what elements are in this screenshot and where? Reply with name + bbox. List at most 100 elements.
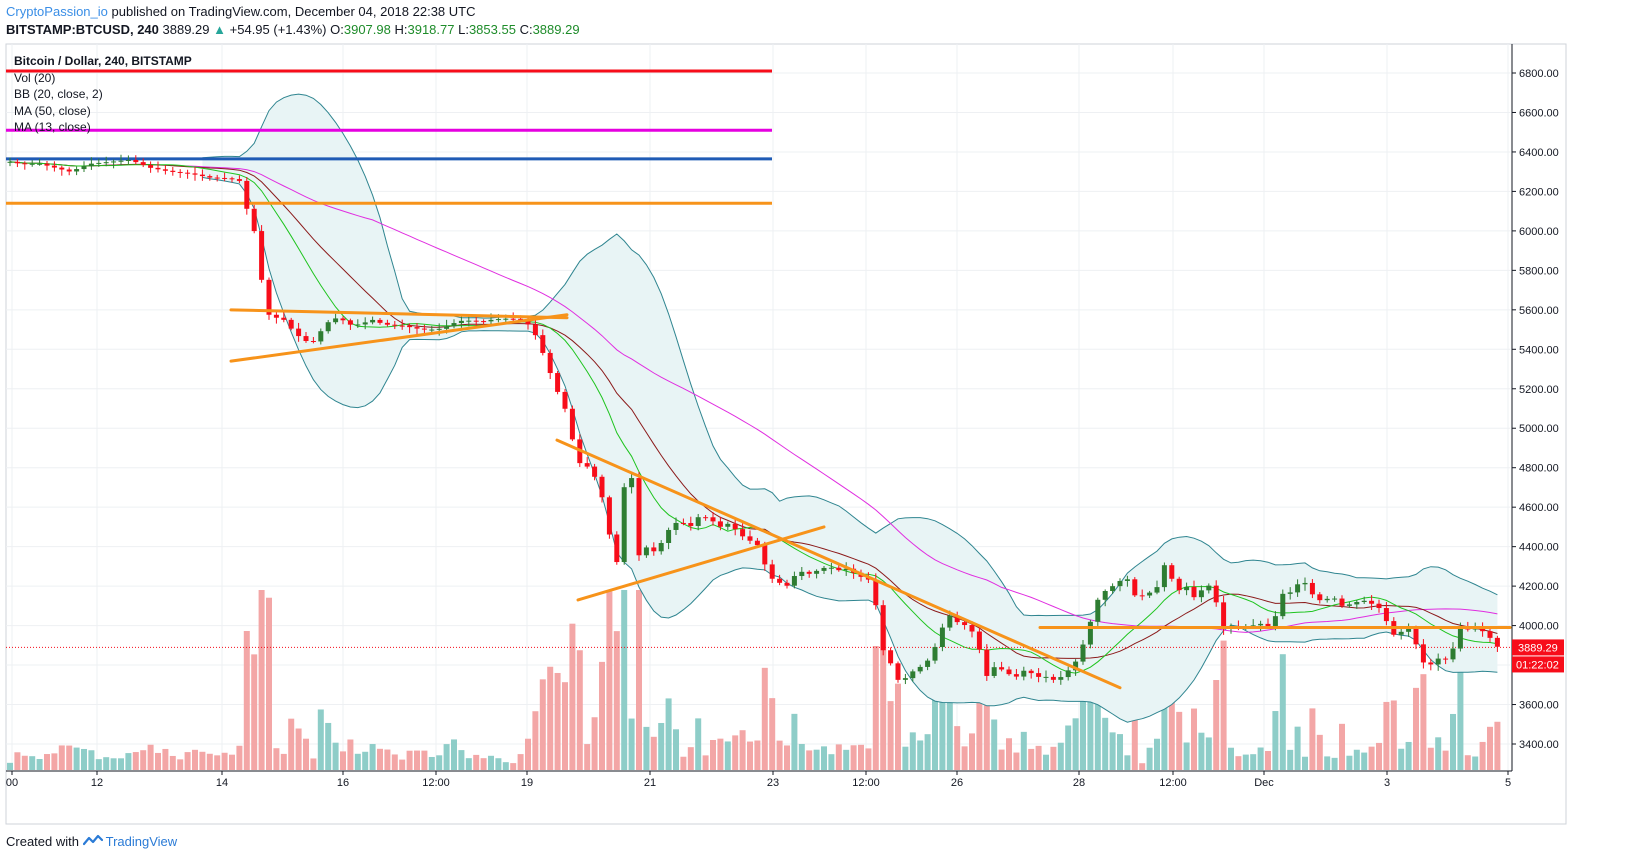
candle-body <box>532 324 538 336</box>
volume-bar <box>303 738 309 770</box>
candle-body <box>229 178 235 180</box>
candle-body <box>207 176 213 178</box>
volume-bar <box>1279 654 1286 770</box>
candle-body <box>1065 670 1071 678</box>
volume-bar <box>58 745 65 770</box>
volume-bar <box>547 666 554 770</box>
price-change: +54.95 (+1.43%) <box>229 22 327 37</box>
volume-bar <box>29 756 36 770</box>
volume-bar <box>1413 687 1419 770</box>
candle-body <box>1280 593 1286 617</box>
candle-body <box>754 540 760 546</box>
volume-bar <box>643 726 650 770</box>
candle-body <box>1028 670 1034 674</box>
volume-bar <box>1028 748 1035 770</box>
legend-bollinger[interactable]: BB (20, close, 2) <box>14 87 103 101</box>
volume-bar <box>140 750 147 770</box>
volume-bar <box>1235 756 1242 770</box>
volume-bar <box>584 744 591 770</box>
volume-bar <box>747 741 753 770</box>
volume-bar <box>1109 732 1116 770</box>
time-tick-label: 00 <box>6 777 18 789</box>
candle-body <box>473 320 479 322</box>
countdown-label: 01:22:02 <box>1516 659 1559 671</box>
candle-body <box>37 163 43 165</box>
candle-body <box>318 331 324 342</box>
tradingview-link[interactable]: TradingView <box>105 834 178 849</box>
volume-bar <box>399 759 406 770</box>
time-axis[interactable]: 00 12 14 16 12:00 19 21 23 12:00 26 28 12:00 Dec 3 5 <box>6 770 1512 789</box>
volume-bar <box>169 755 176 770</box>
volume-bar <box>1427 747 1434 770</box>
candle-body <box>288 319 294 329</box>
candle-body <box>495 319 501 321</box>
candle-body <box>525 319 531 325</box>
volume-bar <box>510 763 517 770</box>
volume-bar <box>280 753 287 770</box>
volume-bar <box>769 698 776 770</box>
candle-body <box>873 579 879 606</box>
volume-bar <box>288 718 295 770</box>
candle-body <box>22 163 28 165</box>
candle-body <box>836 567 842 571</box>
author-link[interactable]: CryptoPassion_io <box>6 4 108 19</box>
volume-bar <box>354 753 361 770</box>
volume-bar <box>917 740 924 770</box>
candle-body <box>392 324 398 326</box>
candle-body <box>1161 565 1167 588</box>
price-axis[interactable]: 6800.00 6600.00 6400.00 6200.00 6000.00 5800.… <box>1511 44 1564 771</box>
volume-bar <box>132 752 139 770</box>
legend-ma50[interactable]: MA (50, close) <box>14 103 91 118</box>
volume-bar <box>473 754 480 770</box>
volume-bar <box>650 736 657 770</box>
legend-ma13[interactable]: MA (13, close) <box>14 120 91 134</box>
trendline <box>576 525 826 602</box>
candle-body <box>710 517 716 522</box>
volume-bar <box>391 754 398 770</box>
candle-body <box>784 582 790 586</box>
legend-title: Bitcoin / Dollar, 240, BITSTAMP <box>14 54 192 68</box>
candle-body <box>451 323 457 327</box>
volume-bar <box>554 672 561 770</box>
candle-body <box>688 523 694 526</box>
candle-body <box>266 279 272 315</box>
volume-bar <box>1442 750 1449 770</box>
candle-body <box>562 391 568 409</box>
volume-bar <box>1220 640 1227 770</box>
candle-body <box>273 314 279 318</box>
volume-bar <box>991 719 998 770</box>
volume-bar <box>184 752 191 770</box>
candle-body <box>947 615 953 628</box>
time-tick-label: 26 <box>951 777 963 789</box>
volume-bar <box>828 754 835 770</box>
volume-bar <box>243 631 250 770</box>
volume-bar <box>872 646 879 770</box>
volume-bar <box>236 745 243 770</box>
candle-body <box>96 162 102 164</box>
volume-bar <box>1287 749 1294 770</box>
volume-bar <box>51 753 58 770</box>
legend-volume[interactable]: Vol (20) <box>14 70 56 85</box>
candle-body <box>399 325 405 327</box>
price-tick-label: 3400.00 <box>1519 739 1559 751</box>
volume-bar <box>1376 742 1382 770</box>
candle-body <box>984 649 990 676</box>
high-value: 3918.77 <box>407 22 455 37</box>
volume-bar <box>421 750 428 770</box>
volume-bar <box>924 734 931 770</box>
volume-bar <box>1057 742 1064 770</box>
volume-bar <box>1272 711 1279 770</box>
volume-bar <box>44 754 50 770</box>
volume-bar <box>1154 738 1160 770</box>
volume-bar <box>1191 708 1197 770</box>
low-label: L: <box>458 22 469 37</box>
candle-body <box>1102 591 1108 600</box>
volume-bar <box>599 661 605 770</box>
footer: Created with TradingView <box>6 834 177 849</box>
candle-body <box>125 159 131 161</box>
trendline <box>229 313 569 363</box>
volume-bar <box>177 759 184 770</box>
candle-body <box>651 547 657 552</box>
time-tick-label: 16 <box>337 777 349 789</box>
